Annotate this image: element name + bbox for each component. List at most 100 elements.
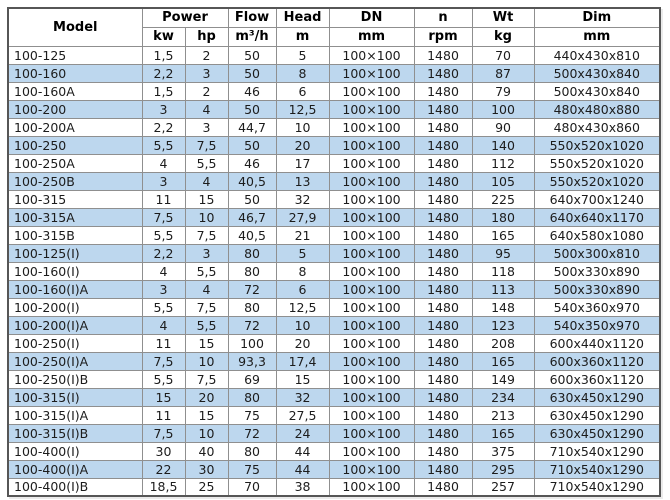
model-cell: 100-160A [7, 81, 143, 101]
power-kw-cell: 5,5 [141, 225, 186, 245]
weight-cell: 118 [471, 261, 535, 281]
head-cell: 6 [275, 279, 330, 299]
dn-cell: 100×100 [328, 405, 415, 425]
table-row: 100-125(I) 2,2 3 80 5 100×100 1480 95 50… [7, 243, 661, 263]
power-hp-cell: 3 [184, 117, 229, 137]
model-cell: 100-250 [7, 135, 143, 155]
model-cell: 100-315(I) [7, 387, 143, 407]
flow-cell: 69 [227, 369, 277, 389]
weight-cell: 165 [471, 351, 535, 371]
rpm-cell: 1480 [413, 153, 473, 173]
rpm-cell: 1480 [413, 459, 473, 479]
dimensions-cell: 640x640x1170 [533, 207, 661, 227]
head-cell: 17,4 [275, 351, 330, 371]
dn-cell: 100×100 [328, 315, 415, 335]
power-kw-cell: 11 [141, 405, 186, 425]
dimensions-cell: 500x330x890 [533, 261, 661, 281]
weight-cell: 79 [471, 81, 535, 101]
flow-cell: 70 [227, 477, 277, 497]
weight-cell: 95 [471, 243, 535, 263]
power-kw-cell: 11 [141, 333, 186, 353]
head-cell: 10 [275, 117, 330, 137]
dn-cell: 100×100 [328, 81, 415, 101]
dn-cell: 100×100 [328, 261, 415, 281]
rpm-cell: 1480 [413, 81, 473, 101]
power-kw-cell: 11 [141, 189, 186, 209]
power-kw-cell: 3 [141, 99, 186, 119]
weight-cell: 180 [471, 207, 535, 227]
table-row: 100-250(I)B 5,5 7,5 69 15 100×100 1480 1… [7, 369, 661, 389]
model-cell: 100-315B [7, 225, 143, 245]
weight-cell: 123 [471, 315, 535, 335]
table-row: 100-250(I)A 7,5 10 93,3 17,4 100×100 148… [7, 351, 661, 371]
table-row: 100-315(I)A 11 15 75 27,5 100×100 1480 2… [7, 405, 661, 425]
power-kw-cell: 18,5 [141, 477, 186, 497]
col-header-head: Head [275, 7, 330, 28]
dimensions-cell: 440x430x810 [533, 45, 661, 65]
rpm-cell: 1480 [413, 333, 473, 353]
model-cell: 100-160(I) [7, 261, 143, 281]
weight-cell: 105 [471, 171, 535, 191]
power-kw-cell: 5,5 [141, 297, 186, 317]
power-hp-cell: 25 [184, 477, 229, 497]
rpm-cell: 1480 [413, 243, 473, 263]
rpm-cell: 1480 [413, 261, 473, 281]
power-hp-cell: 10 [184, 351, 229, 371]
weight-cell: 375 [471, 441, 535, 461]
dimensions-cell: 500x430x840 [533, 81, 661, 101]
rpm-cell: 1480 [413, 135, 473, 155]
head-cell: 24 [275, 423, 330, 443]
dn-cell: 100×100 [328, 243, 415, 263]
col-unit-wt: kg [471, 26, 535, 47]
flow-cell: 80 [227, 387, 277, 407]
weight-cell: 213 [471, 405, 535, 425]
dimensions-cell: 500x330x890 [533, 279, 661, 299]
power-hp-cell: 20 [184, 387, 229, 407]
dimensions-cell: 600x440x1120 [533, 333, 661, 353]
table-row: 100-315(I) 15 20 80 32 100×100 1480 234 … [7, 387, 661, 407]
weight-cell: 165 [471, 423, 535, 443]
dimensions-cell: 640x700x1240 [533, 189, 661, 209]
head-cell: 13 [275, 171, 330, 191]
rpm-cell: 1480 [413, 279, 473, 299]
flow-cell: 46,7 [227, 207, 277, 227]
weight-cell: 113 [471, 279, 535, 299]
power-hp-cell: 40 [184, 441, 229, 461]
col-unit-n: rpm [413, 26, 473, 47]
power-hp-cell: 15 [184, 333, 229, 353]
flow-cell: 50 [227, 63, 277, 83]
table-row: 100-200 3 4 50 12,5 100×100 1480 100 480… [7, 99, 661, 119]
head-cell: 5 [275, 243, 330, 263]
power-kw-cell: 7,5 [141, 351, 186, 371]
power-kw-cell: 4 [141, 261, 186, 281]
power-hp-cell: 7,5 [184, 135, 229, 155]
flow-cell: 50 [227, 99, 277, 119]
model-cell: 100-315 [7, 189, 143, 209]
model-cell: 100-200(I)A [7, 315, 143, 335]
model-cell: 100-315(I)A [7, 405, 143, 425]
head-cell: 6 [275, 81, 330, 101]
dimensions-cell: 550x520x1020 [533, 135, 661, 155]
power-hp-cell: 10 [184, 207, 229, 227]
weight-cell: 165 [471, 225, 535, 245]
model-cell: 100-250(I) [7, 333, 143, 353]
rpm-cell: 1480 [413, 405, 473, 425]
dn-cell: 100×100 [328, 351, 415, 371]
table-row: 100-250 5,5 7,5 50 20 100×100 1480 140 5… [7, 135, 661, 155]
dn-cell: 100×100 [328, 279, 415, 299]
table-row: 100-315A 7,5 10 46,7 27,9 100×100 1480 1… [7, 207, 661, 227]
weight-cell: 100 [471, 99, 535, 119]
dimensions-cell: 630x450x1290 [533, 387, 661, 407]
dn-cell: 100×100 [328, 207, 415, 227]
dimensions-cell: 550x520x1020 [533, 171, 661, 191]
table-row: 100-250(I) 11 15 100 20 100×100 1480 208… [7, 333, 661, 353]
head-cell: 32 [275, 189, 330, 209]
flow-cell: 44,7 [227, 117, 277, 137]
head-cell: 44 [275, 459, 330, 479]
flow-cell: 46 [227, 153, 277, 173]
head-cell: 38 [275, 477, 330, 497]
model-cell: 100-400(I)B [7, 477, 143, 497]
model-cell: 100-160(I)A [7, 279, 143, 299]
table-row: 100-315(I)B 7,5 10 72 24 100×100 1480 16… [7, 423, 661, 443]
